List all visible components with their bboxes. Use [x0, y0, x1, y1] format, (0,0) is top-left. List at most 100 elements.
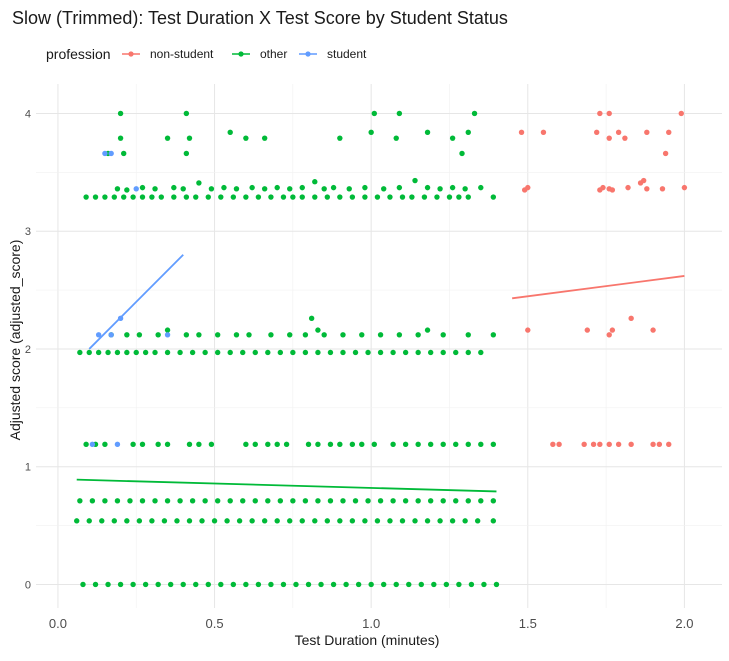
data-point	[102, 150, 108, 157]
data-point	[183, 194, 190, 200]
data-point	[136, 518, 143, 524]
data-point	[312, 194, 318, 200]
data-point	[186, 441, 193, 448]
data-point	[174, 518, 180, 524]
data-point	[396, 184, 403, 191]
data-point	[659, 186, 666, 192]
data-point	[158, 194, 164, 200]
data-point	[287, 332, 293, 338]
grid	[36, 84, 722, 608]
data-point	[121, 194, 127, 200]
data-point	[644, 129, 650, 135]
data-point	[308, 315, 315, 322]
legend-item-non-student: non-student	[122, 47, 214, 61]
data-point	[315, 327, 321, 333]
data-point	[139, 184, 146, 191]
data-point	[362, 194, 368, 200]
legend: profession non-student other student	[46, 46, 367, 62]
data-point	[396, 332, 403, 338]
data-point	[606, 332, 612, 338]
data-point	[606, 441, 612, 448]
data-point	[302, 349, 309, 356]
data-point	[355, 581, 362, 588]
data-point	[440, 332, 446, 338]
data-point	[177, 349, 183, 356]
data-point	[465, 441, 471, 448]
data-point	[227, 498, 233, 504]
data-point	[196, 441, 202, 448]
data-point	[261, 518, 268, 524]
data-point	[666, 129, 672, 135]
data-point	[349, 441, 356, 448]
data-point	[453, 441, 459, 448]
data-point	[584, 327, 591, 333]
data-point	[142, 581, 149, 588]
data-point	[374, 518, 381, 524]
legend-item-other: other	[232, 47, 287, 61]
data-point	[149, 194, 155, 200]
data-point	[180, 186, 186, 192]
data-point	[227, 349, 233, 356]
data-point	[387, 518, 393, 524]
data-point	[186, 135, 193, 141]
data-point	[205, 581, 211, 588]
data-point	[490, 518, 497, 524]
data-point	[465, 332, 471, 338]
legend-label: non-student	[150, 47, 214, 61]
data-point	[443, 581, 450, 588]
data-point	[453, 498, 459, 504]
data-point	[95, 332, 102, 338]
data-point	[89, 498, 96, 504]
data-point	[102, 194, 108, 200]
y-tick-label: 2	[25, 344, 31, 356]
data-point	[662, 150, 669, 157]
legend-title: profession	[46, 46, 111, 62]
data-point	[218, 194, 224, 200]
data-point	[390, 441, 396, 448]
data-point	[437, 186, 443, 192]
data-point	[346, 186, 352, 192]
data-point	[152, 186, 158, 192]
data-point	[421, 194, 428, 200]
data-point	[74, 518, 80, 524]
data-point	[127, 498, 133, 504]
data-point	[290, 194, 296, 200]
data-point	[102, 498, 108, 504]
data-point	[287, 518, 293, 524]
data-point	[390, 498, 396, 504]
data-point	[130, 441, 136, 448]
data-point	[261, 186, 268, 192]
data-point	[312, 518, 318, 524]
data-point	[462, 518, 468, 524]
data-point	[280, 581, 287, 588]
data-point	[117, 110, 124, 117]
data-point	[299, 518, 305, 524]
data-point	[171, 184, 177, 191]
data-point	[337, 194, 343, 200]
data-point	[302, 332, 309, 338]
trend-lines	[76, 254, 685, 493]
data-point	[117, 581, 124, 588]
data-point	[600, 184, 606, 191]
data-point	[249, 518, 255, 524]
data-point	[83, 441, 89, 448]
data-point	[615, 441, 622, 448]
data-point	[465, 129, 471, 135]
data-point	[108, 150, 114, 157]
data-point	[287, 186, 293, 192]
data-point	[114, 349, 121, 356]
data-point	[415, 498, 421, 504]
data-point	[402, 498, 409, 504]
data-point	[252, 441, 258, 448]
data-point	[440, 498, 446, 504]
data-point	[365, 349, 371, 356]
data-point	[474, 518, 481, 524]
data-point	[305, 581, 312, 588]
data-point	[359, 332, 365, 338]
data-point	[233, 186, 240, 192]
data-point	[478, 441, 484, 448]
data-point	[340, 332, 346, 338]
data-point	[371, 441, 377, 448]
data-point	[139, 498, 146, 504]
data-point	[249, 184, 255, 191]
